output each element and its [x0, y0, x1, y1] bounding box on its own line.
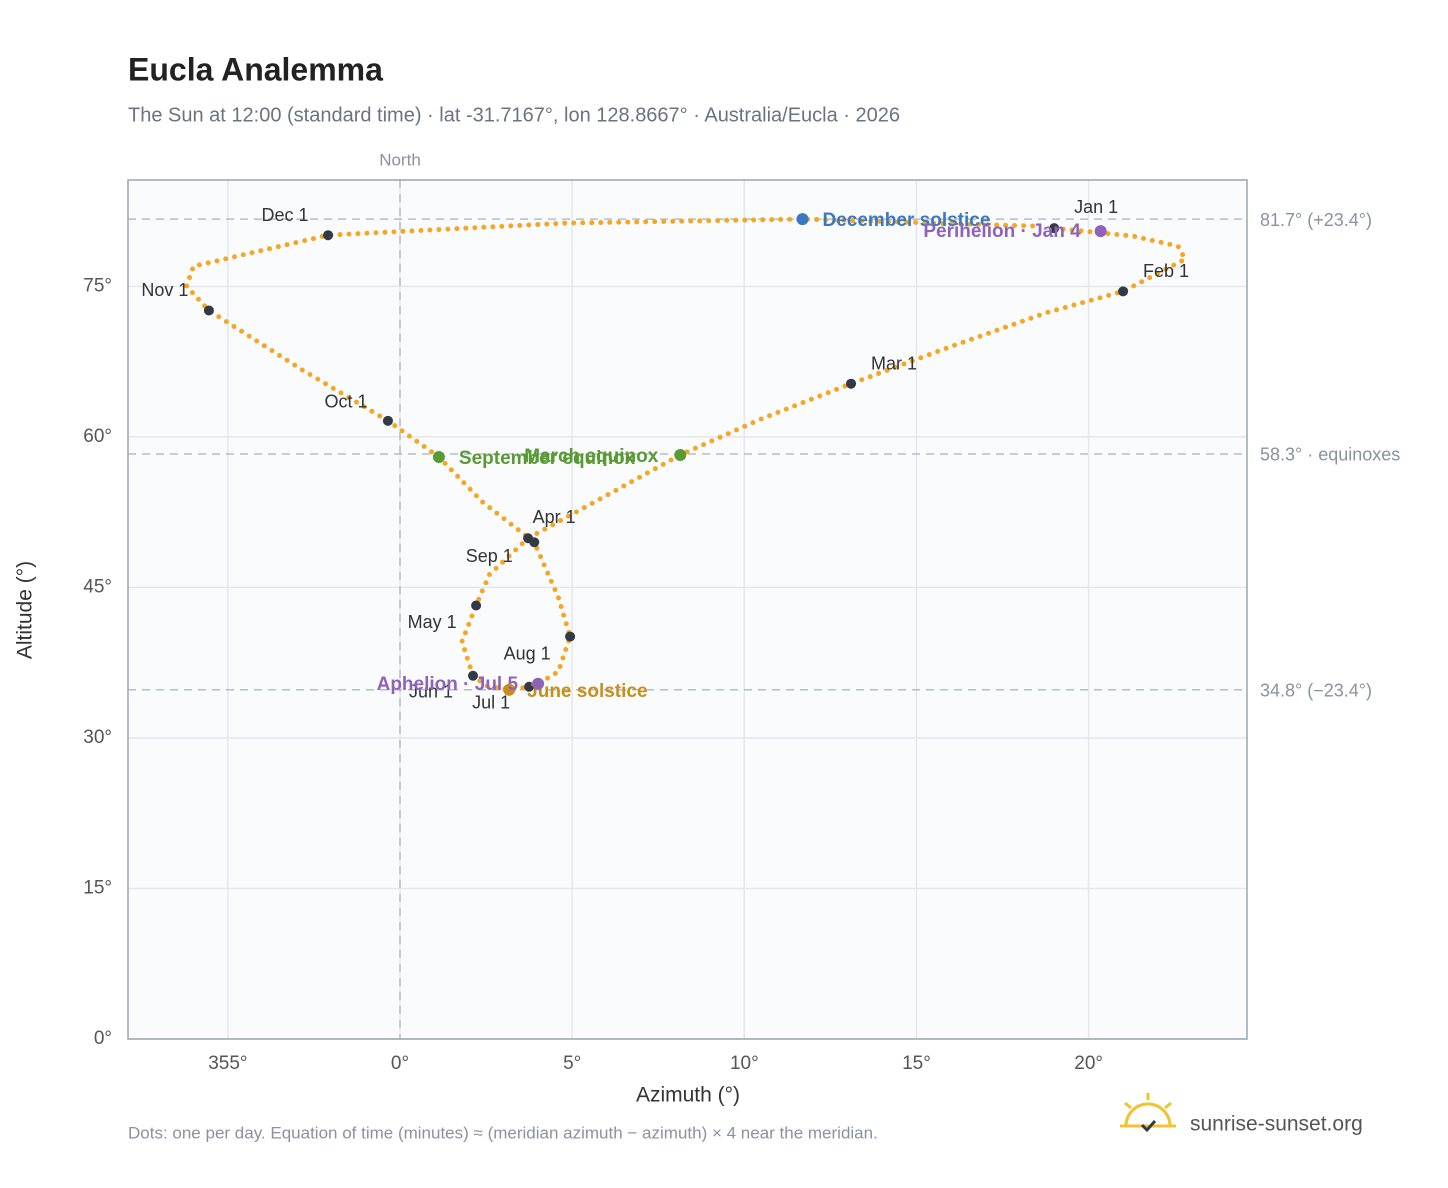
month-dot — [1118, 286, 1129, 297]
month-label: Jul 1 — [472, 693, 510, 713]
event-label: March equinox — [524, 446, 659, 467]
event-dot — [532, 677, 545, 690]
y-tick-label: 75° — [83, 275, 112, 296]
month-label: Dec 1 — [262, 205, 309, 225]
footnote: Dots: one per day. Equation of time (min… — [128, 1123, 878, 1142]
month-dot — [471, 600, 482, 611]
x-tick-label: 15° — [902, 1053, 931, 1074]
month-dot — [467, 670, 478, 681]
event-label: Aphelion · Jul 5 — [377, 674, 519, 695]
logo — [1120, 1093, 1176, 1133]
event-label: June solstice — [527, 681, 647, 702]
month-dot — [323, 230, 334, 241]
chart-title: Eucla Analemma — [128, 51, 383, 87]
event-dot — [1094, 225, 1107, 238]
event-label: Perihelion · Jan 4 — [923, 221, 1081, 242]
event-label: December solstice — [822, 210, 990, 231]
chart-subtitle: The Sun at 12:00 (standard time) · lat -… — [128, 104, 900, 126]
x-tick-label: 355° — [208, 1053, 247, 1074]
north-label: North — [379, 150, 421, 169]
plot-area — [128, 180, 1247, 1039]
month-dot — [846, 378, 857, 389]
month-dot — [382, 415, 393, 426]
event-dot — [796, 213, 809, 226]
x-tick-label: 20° — [1074, 1053, 1103, 1074]
reference-label: 58.3° · equinoxes — [1260, 445, 1400, 465]
plot-border — [127, 179, 1248, 1040]
y-tick-label: 30° — [83, 727, 112, 748]
x-tick-label: 5° — [563, 1053, 581, 1074]
reference-label: 34.8° (−23.4°) — [1260, 681, 1372, 701]
event-dot — [674, 448, 687, 461]
y-tick-label: 45° — [83, 576, 112, 597]
event-label: September equinox — [459, 448, 636, 469]
event-dot — [432, 450, 445, 463]
reference-label: 81.7° (+23.4°) — [1260, 210, 1372, 230]
y-tick-label: 0° — [94, 1028, 112, 1049]
month-label: Oct 1 — [324, 392, 367, 412]
month-label: May 1 — [408, 612, 457, 632]
month-label: Feb 1 — [1143, 261, 1189, 281]
month-dot — [529, 537, 540, 548]
month-label: Aug 1 — [504, 643, 551, 663]
y-tick-label: 15° — [83, 877, 112, 898]
source: sunrise-sunset.org — [1190, 1113, 1363, 1136]
y-axis-label: Altitude (°) — [14, 561, 37, 659]
y-tick-label: 60° — [83, 426, 112, 447]
month-label: Apr 1 — [533, 507, 576, 527]
month-dot — [203, 305, 214, 316]
month-label: Jun 1 — [409, 681, 453, 701]
x-tick-label: 10° — [730, 1053, 759, 1074]
month-label: Nov 1 — [141, 280, 188, 300]
x-axis-label: Azimuth (°) — [636, 1084, 740, 1107]
month-dot — [1049, 223, 1060, 234]
month-dot — [524, 681, 535, 692]
month-label: Mar 1 — [871, 353, 917, 373]
month-label: Sep 1 — [466, 546, 513, 566]
x-tick-label: 0° — [391, 1053, 409, 1074]
event-dot — [503, 683, 516, 696]
month-label: Jan 1 — [1074, 197, 1118, 217]
month-dot — [565, 631, 576, 642]
